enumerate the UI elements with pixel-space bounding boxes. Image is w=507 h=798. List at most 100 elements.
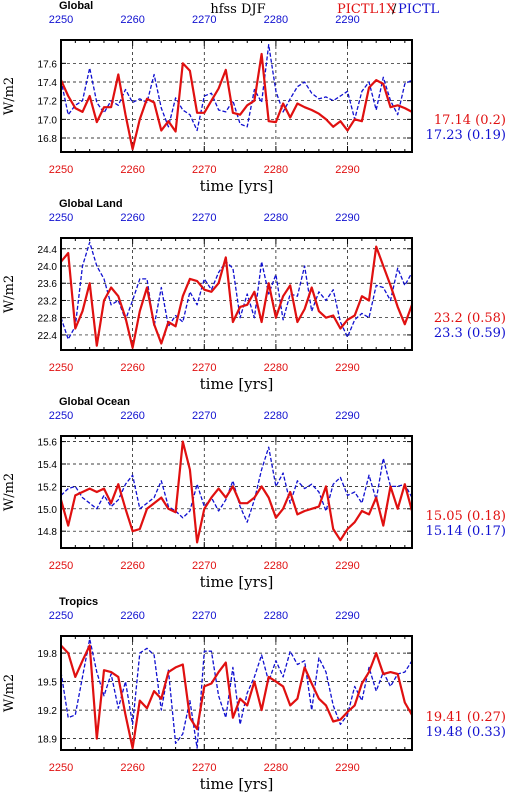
y-tick-label: 15.6	[38, 438, 58, 449]
chart-panel-2: Global Ocean 2250 2250 2260 2260 2270 2270 2280…	[2, 396, 506, 591]
y-tick-label: 24.4	[38, 245, 58, 256]
series-line-pictl	[60, 638, 413, 749]
y-tick-label: 22.8	[38, 314, 58, 325]
x-tick-label-top: 2280	[264, 14, 288, 26]
x-tick-label-bottom: 2280	[264, 164, 288, 176]
x-axis-label: time [yrs]	[200, 573, 274, 591]
plot-frame	[60, 237, 413, 351]
stat-blue: 23.3 (0.59)	[434, 326, 506, 341]
y-tick-label: 17.0	[38, 115, 58, 126]
panel-title: Global	[59, 0, 93, 12]
x-tick-label-bottom: 2270	[192, 560, 216, 572]
y-tick-label: 17.2	[38, 97, 58, 108]
x-tick-label-bottom: 2250	[49, 762, 73, 774]
y-tick-label: 14.8	[38, 527, 58, 538]
stat-red: 17.14 (0.2)	[434, 113, 506, 128]
x-tick-label-top: 2270	[192, 410, 216, 422]
x-tick-label-bottom: 2250	[49, 362, 73, 374]
legend-blue-label: PICTL	[398, 2, 440, 17]
y-tick-label: 24.0	[38, 262, 58, 273]
x-tick-label-bottom: 2260	[120, 362, 144, 374]
panel-title: Global Land	[59, 198, 123, 210]
y-tick-label: 15.2	[38, 482, 58, 493]
x-axis-label: time [yrs]	[200, 775, 274, 793]
stat-red: 19.41 (0.27)	[426, 710, 506, 725]
y-tick-label: 17.4	[38, 78, 58, 89]
x-tick-label-top: 2290	[335, 610, 359, 622]
y-tick-label: 19.8	[38, 649, 58, 660]
legend-red-label: PICTL1X	[337, 2, 396, 17]
y-axis-label: W/m2	[2, 674, 17, 712]
y-tick-label: 19.2	[38, 706, 58, 717]
x-tick-label-top: 2280	[264, 410, 288, 422]
x-tick-label-top: 2280	[264, 212, 288, 224]
y-tick-label: 16.8	[38, 134, 58, 145]
y-tick-label: 23.6	[38, 279, 58, 290]
x-tick-label-top: 2270	[192, 610, 216, 622]
panel-title: Global Ocean	[59, 396, 130, 408]
x-tick-label-bottom: 2250	[49, 164, 73, 176]
y-tick-label: 17.6	[38, 59, 58, 70]
x-tick-label-top: 2250	[49, 610, 73, 622]
x-tick-label-bottom: 2290	[335, 362, 359, 374]
x-axis-label: time [yrs]	[200, 375, 274, 393]
series-line-pictl1x	[59, 52, 413, 151]
y-tick-label: 19.5	[38, 678, 58, 689]
series-line-pictl	[60, 241, 413, 340]
plot-frame	[60, 435, 413, 549]
x-tick-label-bottom: 2250	[49, 560, 73, 572]
figure-title: hfss DJF	[210, 2, 265, 17]
y-axis-label: W/m2	[2, 275, 17, 313]
x-tick-label-top: 2250	[49, 212, 73, 224]
x-tick-label-top: 2270	[192, 14, 216, 26]
x-tick-label-bottom: 2290	[335, 560, 359, 572]
series-line-pictl1x	[59, 440, 414, 544]
x-tick-label-bottom: 2270	[192, 164, 216, 176]
x-tick-label-bottom: 2280	[264, 362, 288, 374]
series-line-pictl1x	[60, 644, 413, 750]
series-line-pictl	[60, 44, 413, 132]
x-tick-label-bottom: 2280	[264, 560, 288, 572]
chart-panel-0: Global 2250 2250 2260 2260 2270 2270 2280 2280 22…	[2, 0, 506, 195]
x-tick-label-top: 2270	[192, 212, 216, 224]
panel-title: Tropics	[59, 596, 98, 608]
x-tick-label-top: 2290	[335, 14, 359, 26]
y-tick-label: 23.2	[38, 296, 58, 307]
stat-blue: 17.23 (0.19)	[426, 128, 506, 143]
x-tick-label-bottom: 2290	[335, 762, 359, 774]
series-line-pictl1x	[60, 245, 414, 349]
legend-separator: /	[392, 2, 397, 17]
chart-panel-1: Global Land 2250 2250 2260 2260 2270 2270 2280 2…	[2, 198, 506, 393]
x-tick-label-bottom: 2290	[335, 164, 359, 176]
x-tick-label-bottom: 2280	[264, 762, 288, 774]
stat-red: 23.2 (0.58)	[434, 311, 506, 326]
y-tick-label: 22.4	[38, 331, 58, 342]
y-axis-label: W/m2	[2, 473, 17, 511]
x-tick-label-bottom: 2260	[120, 560, 144, 572]
x-tick-label-top: 2280	[264, 610, 288, 622]
x-tick-label-top: 2260	[120, 14, 144, 26]
x-tick-label-top: 2260	[120, 212, 144, 224]
x-tick-label-top: 2290	[335, 410, 359, 422]
stat-blue: 15.14 (0.17)	[426, 524, 506, 539]
y-tick-label: 15.4	[38, 460, 58, 471]
x-tick-label-bottom: 2260	[120, 762, 144, 774]
x-tick-label-top: 2260	[120, 410, 144, 422]
chart-panel-3: Tropics 2250 2250 2260 2260 2270 2270 2280 2280 2…	[2, 596, 506, 793]
x-tick-label-top: 2260	[120, 610, 144, 622]
y-axis-label: W/m2	[2, 77, 17, 115]
stat-blue: 19.48 (0.33)	[426, 725, 506, 740]
x-tick-label-bottom: 2260	[120, 164, 144, 176]
x-axis-label: time [yrs]	[200, 177, 274, 195]
x-tick-label-bottom: 2270	[192, 762, 216, 774]
plot-frame	[60, 635, 413, 751]
x-tick-label-bottom: 2270	[192, 362, 216, 374]
y-tick-label: 18.9	[38, 735, 58, 746]
series-line-pictl	[60, 446, 413, 523]
stat-red: 15.05 (0.18)	[426, 509, 506, 524]
y-tick-label: 15.0	[38, 505, 58, 516]
x-tick-label-top: 2290	[335, 212, 359, 224]
x-tick-label-top: 2250	[49, 410, 73, 422]
x-tick-label-top: 2250	[49, 14, 73, 26]
